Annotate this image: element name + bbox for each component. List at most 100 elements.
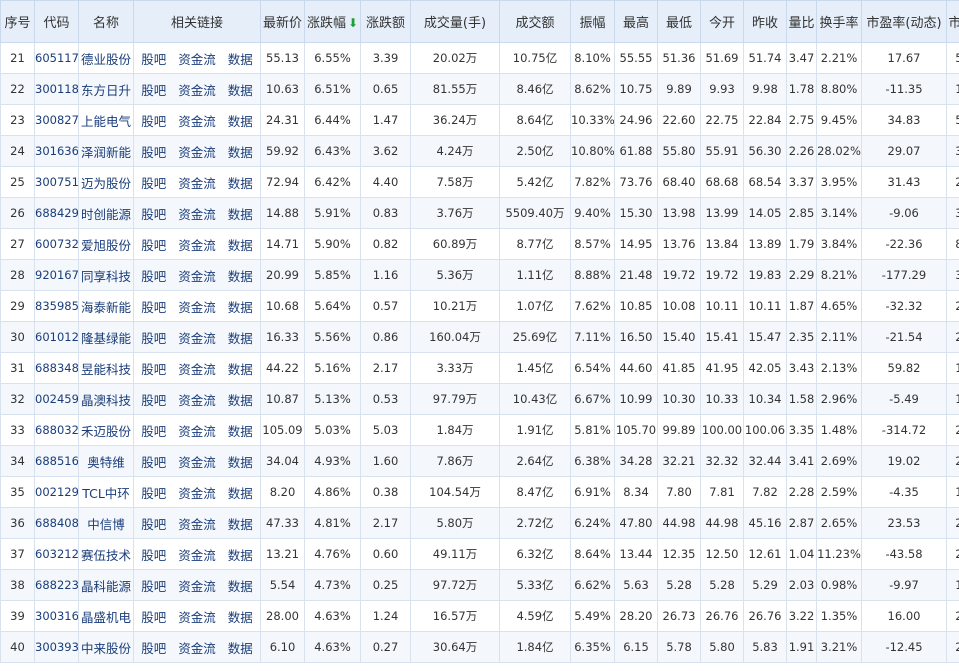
fund-flow-link[interactable]: 资金流 [178,113,216,129]
guba-link[interactable]: 股吧 [141,113,167,129]
stock-code-link[interactable]: 300751 [35,175,79,189]
col-pct-change-header[interactable]: 涨跌幅 ⬇ [304,0,361,43]
stock-code-link[interactable]: 688223 [35,578,79,592]
fund-flow-link[interactable]: 资金流 [178,516,216,532]
stock-code-link[interactable]: 301636 [35,144,79,158]
table-row[interactable]: 31 688348 昱能科技 股吧 资金流 数据 44.22 5.16% 2.17 3.33万 1.… [0,352,959,384]
data-link[interactable]: 数据 [227,144,253,160]
fund-flow-link[interactable]: 资金流 [178,454,216,470]
data-link[interactable]: 数据 [227,485,253,501]
data-link[interactable]: 数据 [227,578,253,594]
table-row[interactable]: 24 301636 泽润新能 股吧 资金流 数据 59.92 6.43% 3.62 4.24万 2.… [0,135,959,167]
guba-link[interactable]: 股吧 [141,144,167,160]
table-row[interactable]: 39 300316 晶盛机电 股吧 资金流 数据 28.00 4.63% 1.24 16.57万 4… [0,600,959,632]
stock-name-link[interactable]: 爱旭股份 [80,237,131,253]
table-row[interactable]: 27 600732 爱旭股份 股吧 资金流 数据 14.71 5.90% 0.82 60.89万 8… [0,228,959,260]
fund-flow-link[interactable]: 资金流 [178,144,216,160]
stock-code-link[interactable]: 688516 [35,454,79,468]
stock-code-link[interactable]: 002129 [35,485,79,499]
stock-name-link[interactable]: 晶科能源 [80,578,131,594]
fund-flow-link[interactable]: 资金流 [178,299,216,315]
col-low-header[interactable]: 最低 [657,0,701,43]
guba-link[interactable]: 股吧 [141,609,167,625]
table-row[interactable]: 23 300827 上能电气 股吧 资金流 数据 24.31 6.44% 1.47 36.24万 8… [0,104,959,136]
table-row[interactable]: 25 300751 迈为股份 股吧 资金流 数据 72.94 6.42% 4.40 7.58万 5.… [0,166,959,198]
guba-link[interactable]: 股吧 [141,299,167,315]
fund-flow-link[interactable]: 资金流 [178,361,216,377]
col-high-header[interactable]: 最高 [614,0,658,43]
fund-flow-link[interactable]: 资金流 [178,609,216,625]
fund-flow-link[interactable]: 资金流 [178,82,216,98]
table-row[interactable]: 26 688429 时创能源 股吧 资金流 数据 14.88 5.91% 0.83 3.76万 55… [0,197,959,229]
stock-code-link[interactable]: 688429 [35,206,79,220]
data-link[interactable]: 数据 [227,51,253,67]
col-code-header[interactable]: 代码 [34,0,79,43]
fund-flow-link[interactable]: 资金流 [178,578,216,594]
stock-name-link[interactable]: 迈为股份 [80,175,131,191]
table-row[interactable]: 21 605117 德业股份 股吧 资金流 数据 55.13 6.55% 3.39 20.02万 1… [0,42,959,74]
guba-link[interactable]: 股吧 [141,516,167,532]
stock-code-link[interactable]: 300393 [35,640,79,654]
col-pe-header[interactable]: 市盈率(动态) [861,0,947,43]
fund-flow-link[interactable]: 资金流 [178,268,216,284]
guba-link[interactable]: 股吧 [141,206,167,222]
guba-link[interactable]: 股吧 [141,423,167,439]
guba-link[interactable]: 股吧 [141,237,167,253]
col-open-header[interactable]: 今开 [700,0,744,43]
stock-name-link[interactable]: TCL中环 [82,485,130,501]
data-link[interactable]: 数据 [227,609,253,625]
stock-name-link[interactable]: 泽润新能 [80,144,131,160]
stock-code-link[interactable]: 300316 [35,609,79,623]
fund-flow-link[interactable]: 资金流 [178,547,216,563]
table-row[interactable]: 36 688408 中信博 股吧 资金流 数据 47.33 4.81% 2.17 5.80万 2.7… [0,507,959,539]
stock-code-link[interactable]: 600732 [35,237,79,251]
table-row[interactable]: 35 002129 TCL中环 股吧 资金流 数据 8.20 4.86% 0.38 104.54万… [0,476,959,508]
guba-link[interactable]: 股吧 [141,454,167,470]
data-link[interactable]: 数据 [227,82,253,98]
stock-code-link[interactable]: 300118 [35,82,79,96]
stock-name-link[interactable]: 隆基绿能 [80,330,131,346]
guba-link[interactable]: 股吧 [141,330,167,346]
data-link[interactable]: 数据 [227,454,253,470]
guba-link[interactable]: 股吧 [141,175,167,191]
col-amplitude-header[interactable]: 振幅 [570,0,615,43]
stock-name-link[interactable]: 中来股份 [80,640,131,656]
guba-link[interactable]: 股吧 [141,640,167,656]
guba-link[interactable]: 股吧 [141,547,167,563]
fund-flow-link[interactable]: 资金流 [178,640,216,656]
stock-name-link[interactable]: 海泰新能 [80,299,131,315]
stock-name-link[interactable]: 晶盛机电 [80,609,131,625]
data-link[interactable]: 数据 [227,175,253,191]
table-row[interactable]: 32 002459 晶澳科技 股吧 资金流 数据 10.87 5.13% 0.53 97.79万 1… [0,383,959,415]
stock-name-link[interactable]: 东方日升 [80,82,131,98]
data-link[interactable]: 数据 [227,361,253,377]
table-row[interactable]: 29 835985 海泰新能 股吧 资金流 数据 10.68 5.64% 0.57 10.21万 1… [0,290,959,322]
data-link[interactable]: 数据 [227,268,253,284]
stock-code-link[interactable]: 603212 [35,547,79,561]
data-link[interactable]: 数据 [227,547,253,563]
guba-link[interactable]: 股吧 [141,392,167,408]
guba-link[interactable]: 股吧 [141,578,167,594]
stock-code-link[interactable]: 002459 [35,392,79,406]
col-index-header[interactable]: 序号 [0,0,35,43]
stock-name-link[interactable]: 昱能科技 [80,361,131,377]
stock-name-link[interactable]: 德业股份 [80,51,131,67]
col-turnover-header[interactable]: 换手率 [816,0,862,43]
table-row[interactable]: 33 688032 禾迈股份 股吧 资金流 数据 105.09 5.03% 5.03 1.84万 1… [0,414,959,446]
stock-name-link[interactable]: 奥特维 [87,454,125,470]
fund-flow-link[interactable]: 资金流 [178,51,216,67]
stock-name-link[interactable]: 中信博 [87,516,125,532]
table-row[interactable]: 38 688223 晶科能源 股吧 资金流 数据 5.54 4.73% 0.25 97.72万 5.… [0,569,959,601]
guba-link[interactable]: 股吧 [141,485,167,501]
fund-flow-link[interactable]: 资金流 [178,423,216,439]
data-link[interactable]: 数据 [227,237,253,253]
data-link[interactable]: 数据 [227,206,253,222]
stock-name-link[interactable]: 同享科技 [80,268,131,284]
fund-flow-link[interactable]: 资金流 [178,392,216,408]
stock-name-link[interactable]: 禾迈股份 [80,423,131,439]
stock-code-link[interactable]: 605117 [35,51,79,65]
col-amount-header[interactable]: 成交额 [499,0,571,43]
stock-code-link[interactable]: 300827 [35,113,79,127]
stock-code-link[interactable]: 601012 [35,330,79,344]
table-row[interactable]: 28 920167 同享科技 股吧 资金流 数据 20.99 5.85% 1.16 5.36万 1.… [0,259,959,291]
